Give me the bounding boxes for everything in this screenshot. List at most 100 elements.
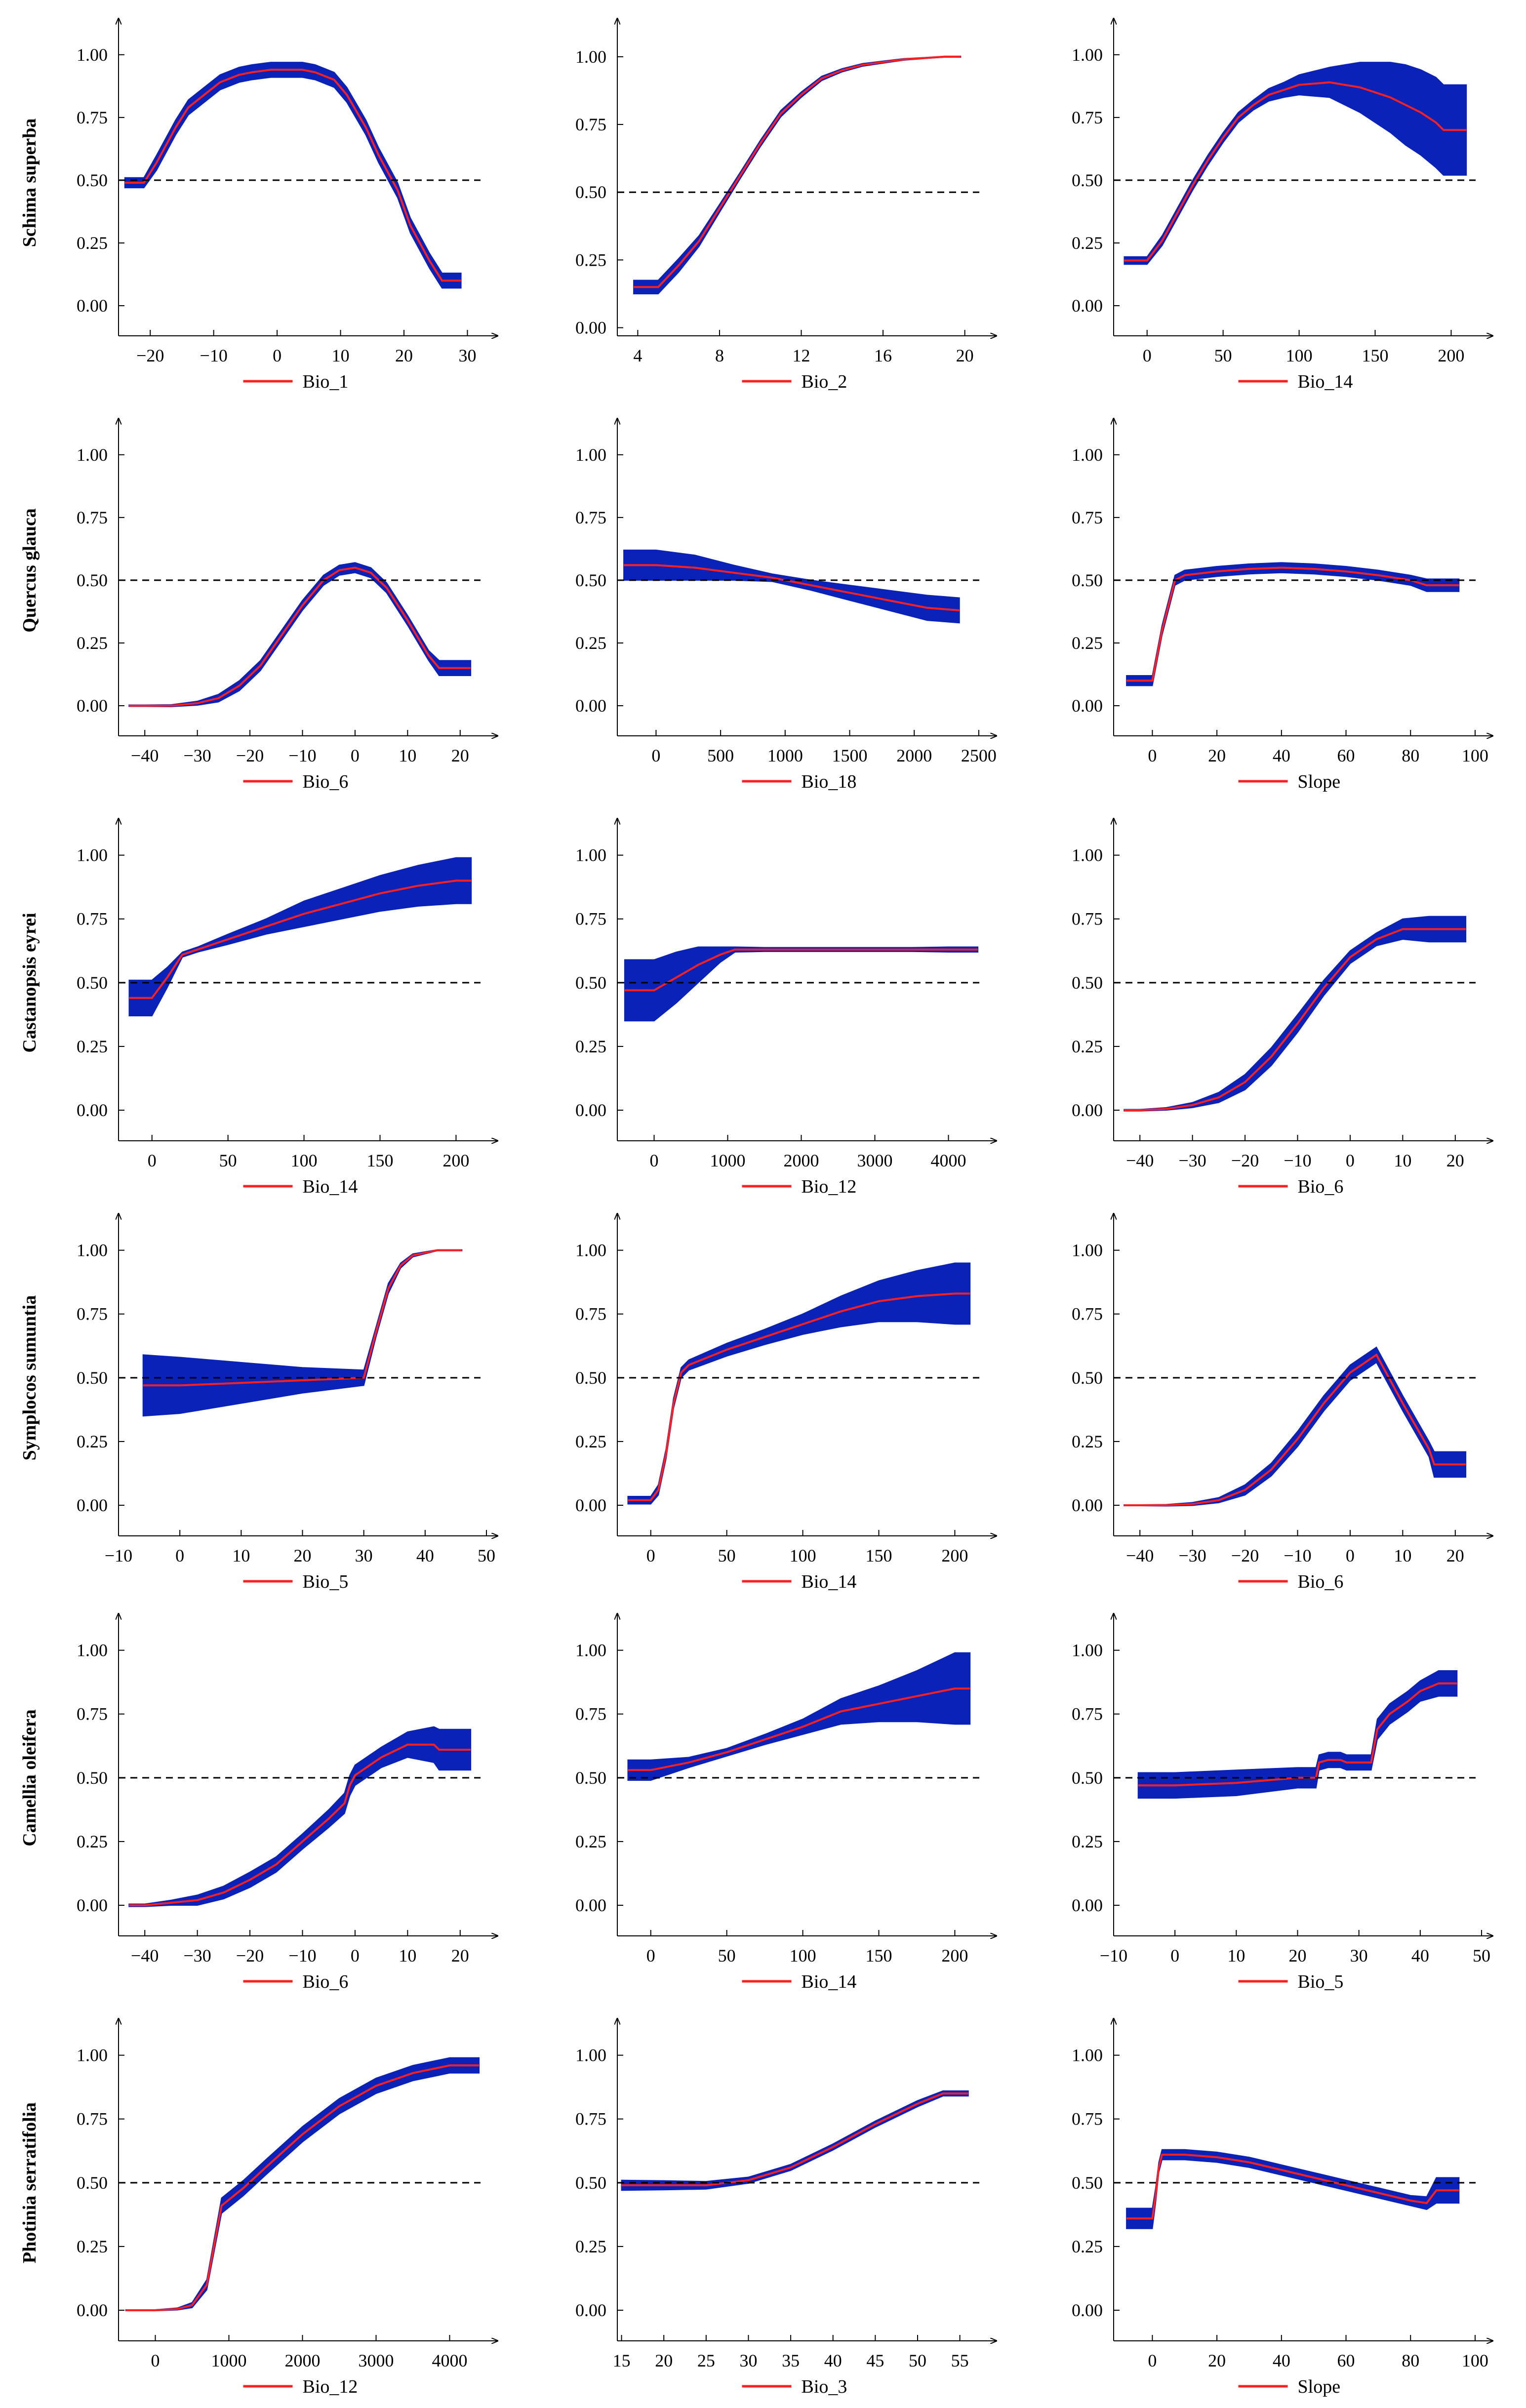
- x-tick-label: 0: [351, 746, 360, 765]
- legend-label: Bio_6: [1298, 1176, 1344, 1197]
- y-tick-label: 0.00: [77, 2300, 108, 2320]
- panel-5-2: 0.00 0.25 0.50 0.75 1.00 0 50 100 150 200 Bio_14: [575, 1614, 996, 1992]
- x-tick-label: −20: [1231, 1546, 1259, 1565]
- x-tick-label: 30: [1350, 1946, 1368, 1966]
- x-tick-label: 10: [232, 1546, 250, 1565]
- y-tick-label: 1.00: [575, 1241, 606, 1260]
- confidence-band: [1137, 1670, 1458, 1799]
- x-tick-label: 0: [1148, 746, 1157, 765]
- y-tick-label: 0.75: [1072, 1304, 1103, 1324]
- y-tick-label: 0.75: [77, 508, 108, 527]
- x-tick-label: 100: [790, 1546, 816, 1565]
- y-tick-label: 0.75: [77, 909, 108, 929]
- y-tick-label: 1.00: [77, 445, 108, 465]
- mean-response-line: [624, 948, 978, 992]
- response-panels: 0.000.250.500.751.00−20 −10 0 10 20 30Bio_10.…: [77, 19, 1492, 2397]
- y-tick-label: 0.50: [77, 170, 108, 190]
- x-tick-label: 40: [1411, 1946, 1429, 1966]
- y-tick-label: 0.00: [1072, 696, 1103, 716]
- y-tick-label: 0.25: [575, 1832, 606, 1851]
- y-tick-label: 0.25: [77, 233, 108, 253]
- panel-3-1: 0.00 0.25 0.50 0.75 1.00 0 50 100 150 200 Bio_14: [77, 819, 497, 1197]
- y-tick-label: 0.75: [575, 115, 606, 134]
- x-tick-label: −40: [131, 1946, 159, 1966]
- confidence-band: [1124, 916, 1467, 1112]
- x-tick-label: 100: [1462, 746, 1488, 765]
- y-tick-label: 0.50: [575, 2173, 606, 2193]
- legend-label: Bio_12: [802, 1176, 857, 1197]
- x-tick-label: 2500: [961, 746, 997, 765]
- y-tick-label: 0.75: [1072, 508, 1103, 527]
- mean-response-line: [1124, 928, 1466, 1111]
- y-tick-label: 0.50: [575, 1368, 606, 1388]
- x-tick-label: −40: [1126, 1151, 1154, 1170]
- panel-3-2: 0.00 0.25 0.50 0.75 1.00 0 1000 2000 3000 4000 Bio…: [575, 819, 996, 1197]
- x-tick-label: 0: [148, 1151, 157, 1170]
- confidence-band: [1126, 562, 1460, 686]
- species-label-4: Symplocos sumuntia: [19, 1295, 40, 1461]
- confidence-band: [128, 562, 472, 708]
- x-tick-label: 10: [399, 1946, 416, 1966]
- y-tick-label: 1.00: [77, 45, 108, 65]
- x-tick-label: 3000: [359, 2351, 394, 2370]
- x-tick-label: 30: [458, 346, 476, 365]
- legend-label: Bio_14: [1298, 371, 1353, 392]
- y-tick-label: 0.50: [77, 1768, 108, 1788]
- y-tick-label: 0.25: [575, 250, 606, 270]
- y-tick-label: 0.25: [575, 1037, 606, 1056]
- mean-response-line: [129, 566, 471, 707]
- panel-4-2: 0.00 0.25 0.50 0.75 1.00 0 50 100 150 200 Bio_14: [575, 1214, 996, 1592]
- panel-1-2: 0.00 0.25 0.50 0.75 1.00 4 8 12 16 20 Bio_2: [575, 19, 996, 392]
- x-tick-label: 0: [1346, 1151, 1355, 1170]
- panel-2-3: 0.00 0.25 0.50 0.75 1.00 0 20 40 60 80 100 Slope: [1072, 419, 1492, 792]
- y-tick-label: 0.25: [77, 2237, 108, 2256]
- mean-response-line: [628, 1292, 970, 1501]
- y-tick-label: 0.50: [575, 182, 606, 202]
- legend-label: Bio_12: [303, 2376, 358, 2397]
- y-tick-label: 0.25: [1072, 633, 1103, 653]
- y-tick-label: 0.75: [575, 2109, 606, 2129]
- panel-1-1: 0.00 0.25 0.50 0.75 1.00 −20 −10 0 10 20 30 Bio_1: [77, 19, 497, 392]
- x-tick-label: −30: [1178, 1151, 1206, 1170]
- x-tick-label: −10: [1100, 1946, 1127, 1966]
- legend-label: Bio_14: [802, 1571, 857, 1592]
- x-tick-label: 0: [273, 346, 281, 365]
- y-tick-label: 0.75: [575, 909, 606, 929]
- mean-response-line: [621, 2092, 968, 2186]
- y-tick-label: 0.50: [1072, 2173, 1103, 2193]
- y-tick-label: 0.00: [575, 1495, 606, 1515]
- x-tick-label: 30: [739, 2351, 757, 2370]
- mean-response-line: [1138, 1682, 1457, 1787]
- x-tick-label: 10: [1227, 1946, 1245, 1966]
- x-tick-label: 2000: [285, 2351, 321, 2370]
- x-tick-label: 100: [1286, 346, 1313, 365]
- panel-5-1: 0.00 0.25 0.50 0.75 1.00 −40 −30 −20 −10 0 10 20 Bio…: [77, 1614, 497, 1992]
- x-tick-label: −10: [288, 746, 316, 765]
- x-tick-label: −10: [1284, 1151, 1311, 1170]
- y-tick-label: 0.75: [1072, 1704, 1103, 1724]
- y-tick-label: 0.00: [77, 296, 108, 316]
- x-tick-label: 20: [1208, 746, 1226, 765]
- x-tick-label: 40: [1273, 2351, 1290, 2370]
- y-tick-label: 1.00: [1072, 1241, 1103, 1260]
- confidence-band: [627, 1652, 971, 1781]
- x-tick-label: 4000: [432, 2351, 468, 2370]
- x-tick-label: 4: [633, 346, 642, 365]
- x-tick-label: −20: [1231, 1151, 1259, 1170]
- y-tick-label: 1.00: [1072, 845, 1103, 865]
- y-tick-label: 0.25: [1072, 1432, 1103, 1451]
- legend-label: Bio_18: [802, 771, 857, 792]
- panel-6-3: 0.00 0.25 0.50 0.75 1.00 0 20 40 60 80 100 Slope: [1072, 2019, 1492, 2397]
- y-tick-label: 1.00: [575, 445, 606, 465]
- x-tick-label: 50: [718, 1546, 736, 1565]
- x-tick-label: 0: [646, 1946, 655, 1966]
- x-tick-label: 150: [866, 1946, 892, 1966]
- x-tick-label: 80: [1402, 2351, 1419, 2370]
- y-tick-label: 1.00: [1072, 1641, 1103, 1660]
- x-tick-label: 200: [442, 1151, 469, 1170]
- mean-response-line: [1126, 566, 1459, 682]
- y-tick-label: 0.75: [77, 2109, 108, 2129]
- legend-label: Bio_14: [303, 1176, 358, 1197]
- legend-label: Bio_5: [1298, 1971, 1344, 1992]
